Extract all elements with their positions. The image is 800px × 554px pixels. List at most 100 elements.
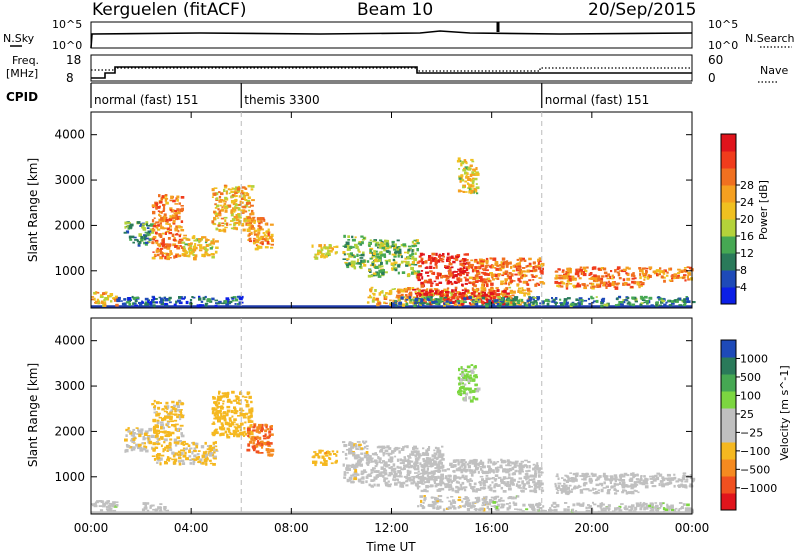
data-cell	[417, 505, 420, 508]
data-cell	[150, 504, 155, 507]
data-cell	[222, 200, 226, 203]
data-cell	[156, 226, 159, 228]
data-cell	[554, 484, 557, 488]
data-cell	[435, 290, 438, 294]
data-cell	[261, 446, 264, 449]
data-cell	[471, 269, 475, 273]
data-cell	[438, 449, 442, 453]
data-cell	[175, 215, 178, 219]
data-cell	[499, 302, 503, 306]
data-cell	[356, 441, 361, 443]
data-cell	[459, 373, 463, 376]
data-cell	[389, 472, 393, 476]
data-cell	[399, 248, 402, 252]
data-cell	[391, 245, 395, 248]
data-cell	[434, 298, 438, 301]
data-cell	[682, 484, 687, 487]
data-cell	[423, 481, 427, 484]
data-cell	[179, 418, 182, 421]
data-cell	[512, 264, 515, 268]
data-cell	[495, 506, 499, 510]
data-cell	[413, 264, 418, 266]
data-cell	[579, 475, 583, 477]
data-cell	[191, 451, 194, 455]
data-cell	[107, 294, 110, 299]
data-cell	[409, 460, 412, 463]
data-cell	[452, 260, 456, 264]
data-cell	[509, 278, 512, 281]
data-cell	[414, 472, 418, 474]
data-cell	[380, 254, 384, 257]
data-cell	[535, 274, 538, 278]
data-cell	[496, 303, 500, 306]
data-cell	[474, 383, 478, 387]
data-cell	[361, 241, 364, 245]
data-cell	[223, 411, 227, 415]
data-cell	[257, 245, 261, 249]
data-cell	[463, 398, 467, 402]
data-cell	[517, 480, 521, 483]
data-cell	[156, 437, 159, 440]
data-cell	[142, 502, 147, 505]
data-cell	[525, 274, 528, 277]
data-cell	[568, 484, 572, 487]
data-cell	[204, 251, 207, 255]
data-cell	[471, 287, 474, 291]
data-cell	[649, 478, 653, 480]
data-cell	[129, 238, 133, 241]
data-cell	[467, 261, 471, 264]
data-cell	[346, 471, 349, 474]
data-cell	[502, 476, 507, 479]
data-cell	[171, 458, 175, 461]
data-cell	[237, 214, 241, 218]
data-cell	[409, 464, 414, 468]
data-cell	[312, 455, 316, 459]
data-cell	[458, 168, 461, 170]
data-cell	[425, 463, 430, 465]
data-cell	[438, 505, 442, 509]
data-cell	[217, 419, 221, 423]
data-cell	[623, 472, 628, 476]
data-cell	[464, 294, 468, 297]
data-cell	[178, 296, 182, 299]
data-cell	[495, 277, 498, 280]
data-cell	[219, 204, 222, 207]
data-cell	[237, 415, 241, 417]
data-cell	[180, 432, 183, 436]
data-cell	[643, 301, 646, 304]
data-cell	[380, 269, 383, 272]
data-cell	[244, 432, 247, 436]
data-cell	[222, 394, 226, 398]
data-cell	[451, 488, 455, 492]
data-cell	[496, 277, 500, 280]
data-cell	[212, 238, 215, 242]
data-cell	[174, 245, 178, 248]
data-cell	[394, 447, 399, 451]
data-cell	[421, 477, 426, 481]
data-cell	[625, 491, 629, 495]
data-cell	[668, 304, 673, 307]
data-cell	[663, 298, 666, 301]
data-cell	[480, 459, 483, 463]
data-cell	[435, 302, 439, 305]
data-cell	[157, 224, 160, 227]
data-cell	[487, 273, 490, 276]
data-cell	[462, 184, 466, 188]
data-cell	[381, 460, 385, 463]
data-cell	[462, 265, 466, 270]
data-cell	[469, 390, 472, 394]
data-cell	[147, 230, 150, 233]
data-cell	[370, 251, 373, 254]
data-cell	[640, 284, 643, 287]
data-cell	[467, 508, 470, 512]
data-cell	[367, 296, 371, 299]
data-cell	[373, 239, 377, 242]
data-cell	[582, 266, 587, 270]
data-cell	[263, 441, 267, 445]
data-cell	[351, 254, 354, 257]
data-cell	[439, 484, 443, 487]
data-cell	[521, 274, 524, 277]
data-cell	[490, 273, 494, 277]
data-cell	[413, 257, 418, 262]
data-cell	[459, 466, 463, 468]
